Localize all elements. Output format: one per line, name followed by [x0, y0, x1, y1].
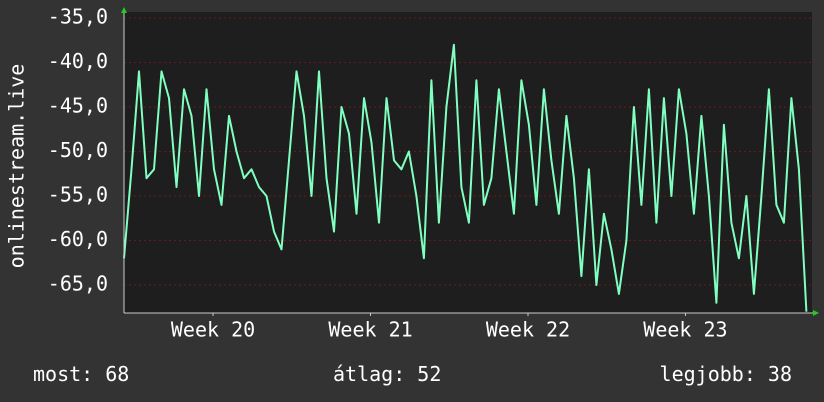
stat-label: most: [33, 362, 93, 386]
y-tick-label: -60,0 [48, 227, 108, 251]
y-tick-label: -40,0 [48, 49, 108, 73]
x-axis-arrow [813, 310, 819, 316]
y-tick-label: -50,0 [48, 138, 108, 162]
stat-average: átlag: 52 [333, 362, 441, 386]
data-line [123, 43, 808, 312]
y-axis-arrow [121, 7, 127, 13]
stat-value: 52 [417, 362, 441, 386]
stat-most: most: 68 [33, 362, 129, 386]
plot-area [124, 12, 812, 313]
stat-value: 38 [768, 362, 792, 386]
marks [123, 43, 808, 312]
stat-best: legjobb: 38 [660, 362, 792, 386]
y-axis-label: onlinestream.live [5, 64, 29, 269]
x-tick-label: Week 20 [171, 318, 255, 342]
stat-label: legjobb: [660, 362, 756, 386]
x-tick-label: Week 23 [643, 318, 727, 342]
y-tick-label: -65,0 [48, 271, 108, 295]
x-tick-label: Week 22 [486, 318, 570, 342]
x-tick-label: Week 21 [328, 318, 412, 342]
y-tick-label: -55,0 [48, 182, 108, 206]
y-tick-label: -45,0 [48, 93, 108, 117]
stat-value: 68 [105, 362, 129, 386]
y-tick-label: -35,0 [48, 4, 108, 28]
stat-label: átlag: [333, 362, 405, 386]
